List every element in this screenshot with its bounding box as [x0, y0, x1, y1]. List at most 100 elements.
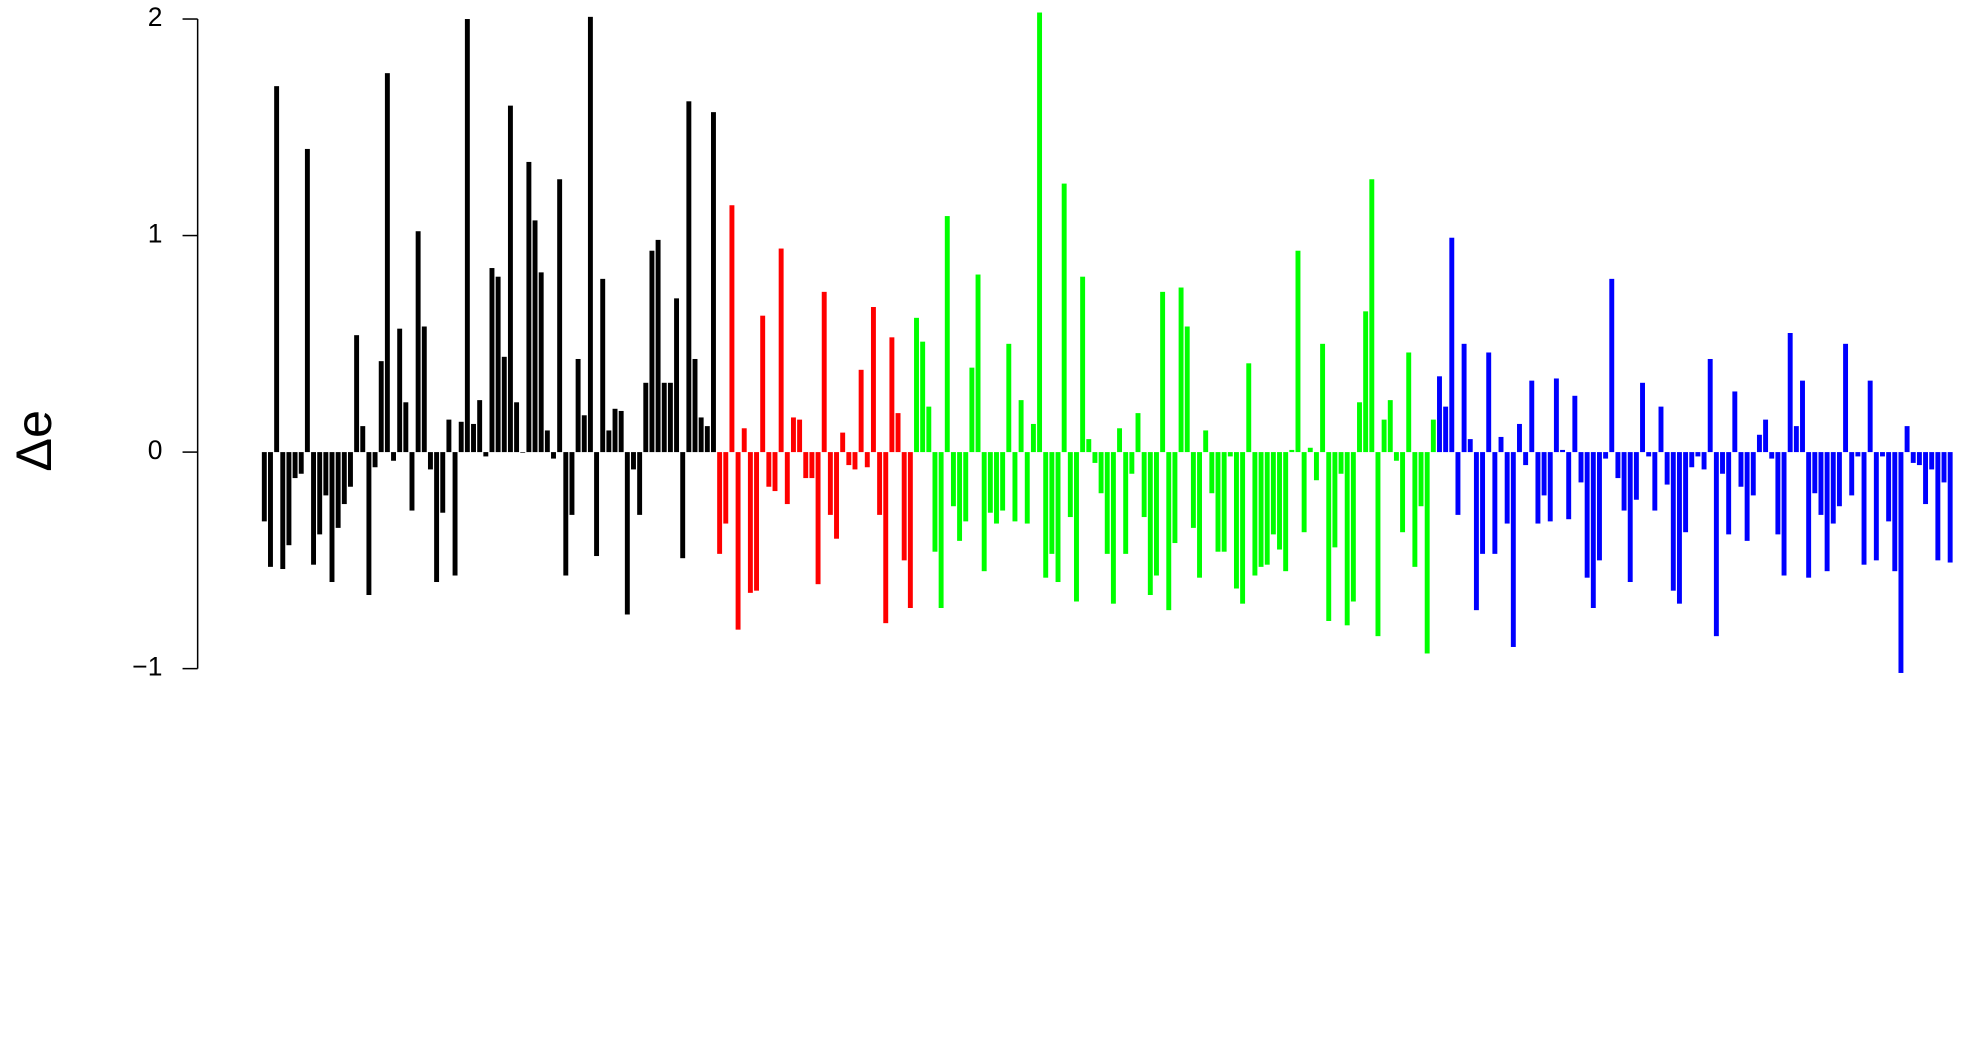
bar — [1615, 452, 1621, 479]
bar — [1283, 452, 1289, 572]
bar — [1375, 452, 1381, 637]
bar — [624, 452, 630, 615]
bar — [1430, 419, 1436, 453]
bar — [1880, 452, 1885, 457]
bar — [1080, 276, 1086, 453]
bar — [1510, 452, 1516, 647]
bar — [1295, 250, 1301, 453]
bar — [1855, 452, 1861, 457]
bar — [963, 452, 969, 522]
bar — [1344, 452, 1350, 626]
bar — [1246, 363, 1252, 453]
bar — [747, 452, 753, 593]
bar — [870, 307, 876, 453]
bar — [1566, 452, 1572, 520]
bar — [1670, 452, 1676, 591]
bar — [840, 432, 846, 453]
bar — [329, 452, 335, 583]
bar — [994, 452, 999, 524]
bar — [1067, 452, 1073, 518]
bar — [366, 452, 372, 596]
bar — [378, 361, 384, 453]
bar — [1473, 452, 1479, 611]
bar — [1683, 452, 1689, 533]
bar — [754, 452, 759, 591]
bar — [1012, 452, 1018, 522]
bar — [723, 452, 729, 524]
bar — [895, 413, 901, 453]
bar — [1578, 452, 1584, 483]
bar — [926, 406, 932, 453]
bar — [1117, 428, 1123, 453]
bar — [1572, 395, 1578, 453]
y-axis-label: Δe — [5, 410, 62, 472]
bar — [317, 452, 323, 535]
bar — [760, 315, 766, 453]
bar — [1055, 452, 1061, 583]
bar — [1707, 358, 1713, 453]
bar — [1553, 378, 1559, 453]
bar — [1861, 452, 1867, 565]
bar — [409, 452, 415, 511]
bar — [1338, 452, 1344, 474]
bar — [729, 205, 735, 453]
bar — [784, 452, 790, 505]
bar — [458, 421, 464, 453]
bar — [1843, 343, 1849, 453]
bar — [477, 400, 483, 453]
bar — [1904, 426, 1910, 453]
y-tick-label: 2 — [148, 2, 163, 32]
bar — [1006, 343, 1012, 453]
bar — [1147, 452, 1153, 596]
bar — [643, 382, 649, 453]
bar — [1701, 452, 1707, 470]
bar — [1806, 452, 1812, 578]
bar — [1123, 452, 1129, 554]
bar — [661, 382, 667, 453]
bar — [286, 452, 292, 546]
bar — [1443, 406, 1449, 453]
bar — [1024, 452, 1030, 524]
bar — [1726, 452, 1732, 535]
bar — [1018, 400, 1024, 453]
bar — [889, 337, 895, 453]
bar — [1738, 452, 1744, 487]
bar — [280, 452, 286, 570]
bar — [360, 426, 366, 453]
bar — [637, 452, 643, 515]
bar — [384, 73, 390, 453]
bar — [852, 452, 858, 470]
bar — [1664, 452, 1670, 485]
bar — [1935, 452, 1941, 561]
bar — [778, 248, 784, 453]
bar — [1098, 452, 1104, 494]
bar — [1867, 380, 1873, 453]
bar — [649, 250, 655, 453]
bar — [1633, 452, 1639, 500]
bar — [1560, 449, 1566, 453]
bar — [606, 430, 612, 453]
bar — [1541, 452, 1547, 496]
bar — [446, 419, 452, 453]
bar — [563, 452, 569, 576]
bar — [981, 452, 987, 572]
bar — [846, 452, 852, 466]
bar — [600, 278, 606, 453]
bar — [772, 452, 778, 492]
bar — [1498, 436, 1504, 453]
bar — [261, 452, 267, 522]
bar — [1092, 452, 1098, 463]
bar — [1178, 287, 1184, 453]
bar — [538, 272, 544, 453]
bar — [1781, 452, 1787, 576]
bar — [495, 276, 501, 453]
bar — [1129, 452, 1135, 474]
bar — [1523, 452, 1529, 466]
bar — [1603, 452, 1609, 459]
bar — [501, 356, 507, 453]
bar — [440, 452, 446, 513]
bar — [1000, 452, 1006, 511]
bar — [1037, 12, 1043, 453]
bar — [1744, 452, 1750, 541]
